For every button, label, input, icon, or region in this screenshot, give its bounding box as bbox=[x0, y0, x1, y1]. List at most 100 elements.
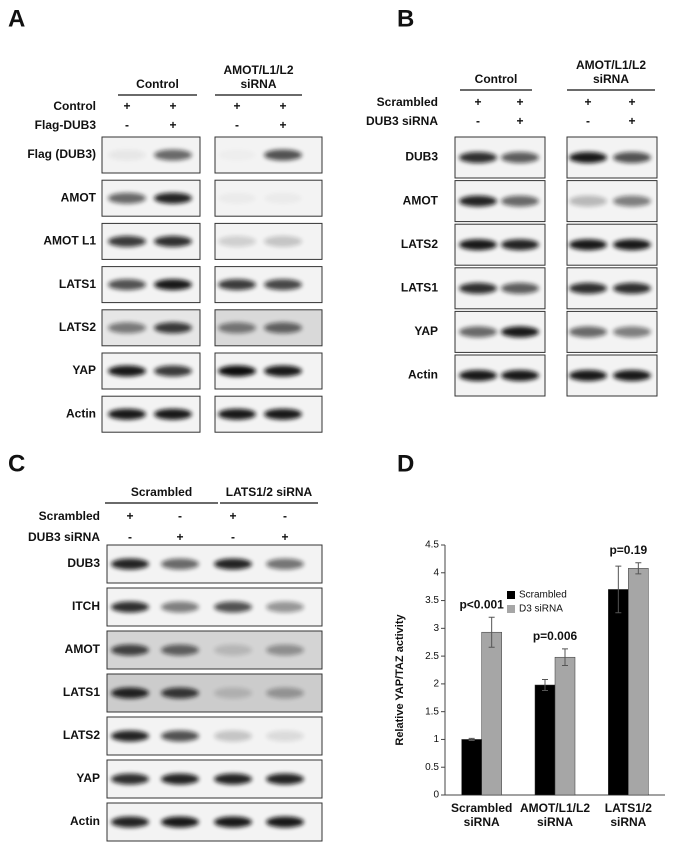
band bbox=[266, 730, 304, 742]
band bbox=[111, 730, 149, 742]
band bbox=[613, 326, 651, 338]
y-tick-label: 4.5 bbox=[425, 540, 439, 551]
bar bbox=[534, 684, 556, 796]
band bbox=[264, 193, 302, 204]
error-bar bbox=[542, 678, 548, 692]
error-bar bbox=[562, 648, 568, 667]
band bbox=[266, 773, 304, 785]
condition-sign: + bbox=[516, 95, 523, 109]
band bbox=[613, 152, 651, 163]
band bbox=[501, 152, 539, 163]
blot-label: YAP bbox=[414, 324, 438, 338]
band bbox=[613, 239, 651, 251]
band bbox=[111, 601, 149, 613]
group-header-box: LATS1/2 siRNA bbox=[226, 485, 312, 499]
group-header: Control bbox=[136, 77, 179, 91]
band bbox=[111, 816, 149, 828]
condition-sign: + bbox=[169, 118, 176, 132]
condition-sign: + bbox=[176, 530, 183, 544]
band bbox=[214, 644, 252, 656]
band bbox=[459, 239, 497, 251]
condition-sign: - bbox=[178, 509, 182, 523]
condition-sign: + bbox=[126, 509, 133, 523]
band bbox=[569, 195, 607, 207]
condition-sign: + bbox=[628, 114, 635, 128]
band bbox=[161, 773, 199, 785]
band bbox=[569, 282, 607, 294]
band bbox=[108, 279, 146, 291]
x-tick-label: LATS1/2 siRNA bbox=[604, 801, 652, 829]
condition-label: DUB3 siRNA bbox=[366, 114, 438, 128]
band bbox=[459, 370, 497, 381]
bar bbox=[554, 656, 576, 796]
blot-label: ITCH bbox=[72, 599, 100, 613]
band bbox=[161, 687, 199, 699]
y-tick-label: 1.5 bbox=[425, 706, 439, 717]
band bbox=[569, 239, 607, 251]
condition-sign: - bbox=[586, 114, 590, 128]
band bbox=[214, 558, 252, 570]
blot-label: AMOT bbox=[65, 642, 101, 656]
condition-sign: + bbox=[628, 95, 635, 109]
legend-label: Scrambled bbox=[519, 590, 567, 601]
band bbox=[154, 192, 192, 204]
blot-frame bbox=[214, 179, 323, 217]
condition-sign: - bbox=[235, 118, 239, 132]
blot-label: DUB3 bbox=[405, 150, 438, 164]
y-tick-label: 4 bbox=[433, 567, 439, 578]
condition-sign: + bbox=[233, 99, 240, 113]
panel-label: D bbox=[397, 450, 414, 477]
condition-sign: - bbox=[476, 114, 480, 128]
band bbox=[218, 193, 256, 204]
band bbox=[459, 152, 497, 163]
band bbox=[218, 322, 256, 334]
group-header-box: Control bbox=[475, 72, 518, 86]
bar bbox=[481, 631, 502, 796]
bar bbox=[461, 739, 482, 796]
p-value: p=0.19 bbox=[609, 543, 647, 557]
band bbox=[459, 195, 497, 207]
error-bar bbox=[468, 737, 475, 742]
band bbox=[154, 322, 192, 334]
y-axis-label: Relative YAP/TAZ activity bbox=[394, 614, 406, 746]
group-header-box: Control bbox=[136, 77, 179, 91]
band bbox=[214, 601, 252, 613]
condition-label: Flag-DUB3 bbox=[35, 118, 97, 132]
band bbox=[218, 408, 256, 420]
y-tick-label: 3 bbox=[433, 623, 439, 634]
group-header-box: Scrambled bbox=[131, 485, 192, 499]
band bbox=[161, 644, 199, 656]
blot-label: LATS2 bbox=[63, 728, 100, 742]
condition-sign: - bbox=[125, 118, 129, 132]
condition-sign: + bbox=[281, 530, 288, 544]
band bbox=[108, 235, 146, 247]
condition-sign: - bbox=[283, 509, 287, 523]
condition-sign: + bbox=[279, 99, 286, 113]
band bbox=[108, 365, 146, 377]
blot-label: LATS2 bbox=[59, 320, 96, 334]
blot-label: LATS1 bbox=[401, 280, 438, 294]
band bbox=[214, 773, 252, 785]
band bbox=[154, 365, 192, 377]
condition-sign: + bbox=[279, 118, 286, 132]
blot-label: LATS1 bbox=[59, 277, 96, 291]
band bbox=[264, 235, 302, 247]
condition-sign: + bbox=[123, 99, 130, 113]
panel-label: B bbox=[397, 5, 414, 32]
bar bbox=[628, 568, 649, 796]
y-tick-label: 2.5 bbox=[425, 651, 439, 662]
band bbox=[161, 730, 199, 742]
band bbox=[161, 816, 199, 828]
p-value: p<0.001 bbox=[459, 597, 504, 611]
error-bar bbox=[635, 562, 642, 575]
blot-label: Flag (DUB3) bbox=[27, 147, 96, 161]
p-value: p=0.006 bbox=[533, 629, 578, 643]
band bbox=[111, 644, 149, 656]
x-tick-label: Scrambled siRNA bbox=[450, 801, 513, 829]
condition-label: Scrambled bbox=[377, 95, 438, 109]
blot-frame bbox=[214, 309, 323, 347]
panel-label: A bbox=[8, 5, 25, 32]
band bbox=[501, 326, 539, 338]
blot-label: YAP bbox=[76, 771, 100, 785]
